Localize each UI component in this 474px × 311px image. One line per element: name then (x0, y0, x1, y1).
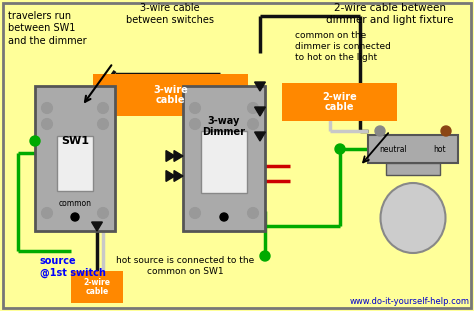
Text: travelers run
between SW1
and the dimmer: travelers run between SW1 and the dimmer (8, 11, 87, 46)
Text: 2-wire
cable: 2-wire cable (322, 92, 357, 112)
Polygon shape (255, 107, 265, 116)
Text: source
@1st switch: source @1st switch (40, 256, 106, 278)
Polygon shape (174, 171, 183, 181)
Circle shape (42, 118, 53, 129)
Bar (71, 271, 123, 303)
Circle shape (71, 213, 79, 221)
Bar (93, 74, 248, 116)
Circle shape (375, 126, 385, 136)
Text: www.do-it-yourself-help.com: www.do-it-yourself-help.com (350, 297, 470, 306)
Circle shape (30, 136, 40, 146)
Bar (183, 86, 265, 231)
Text: 2-wire cable between
dimmer and light fixture: 2-wire cable between dimmer and light fi… (326, 3, 454, 26)
Circle shape (247, 118, 258, 129)
Circle shape (42, 103, 53, 114)
Polygon shape (255, 82, 265, 91)
Text: 3-wire
cable: 3-wire cable (153, 85, 188, 105)
Circle shape (98, 103, 109, 114)
Bar (386, 163, 440, 175)
Circle shape (247, 103, 258, 114)
Circle shape (42, 207, 53, 219)
Bar (35, 86, 115, 231)
Circle shape (220, 213, 228, 221)
Polygon shape (91, 222, 102, 231)
Circle shape (247, 207, 258, 219)
Text: hot: hot (434, 145, 447, 154)
Polygon shape (255, 132, 265, 141)
Circle shape (335, 144, 345, 154)
Text: common on the
dimmer is connected
to hot on the light: common on the dimmer is connected to hot… (295, 31, 391, 62)
Text: neutral: neutral (379, 145, 407, 154)
Text: 3-way
Dimmer: 3-way Dimmer (202, 116, 246, 137)
Circle shape (441, 126, 451, 136)
Text: 2-wire
cable: 2-wire cable (83, 278, 110, 296)
Text: common: common (58, 198, 91, 207)
Bar (368, 135, 458, 163)
Ellipse shape (381, 183, 446, 253)
Polygon shape (174, 151, 183, 161)
Polygon shape (166, 151, 175, 161)
Bar (57, 136, 93, 191)
Text: hot source is connected to the
common on SW1: hot source is connected to the common on… (116, 256, 254, 276)
Text: SW1: SW1 (61, 136, 89, 146)
Circle shape (98, 207, 109, 219)
Circle shape (190, 118, 201, 129)
Bar (201, 131, 247, 193)
Polygon shape (166, 171, 175, 181)
Text: 3-wire cable
between switches: 3-wire cable between switches (126, 3, 214, 26)
Circle shape (190, 103, 201, 114)
Circle shape (190, 207, 201, 219)
Bar (282, 83, 397, 121)
Circle shape (98, 118, 109, 129)
Circle shape (260, 251, 270, 261)
